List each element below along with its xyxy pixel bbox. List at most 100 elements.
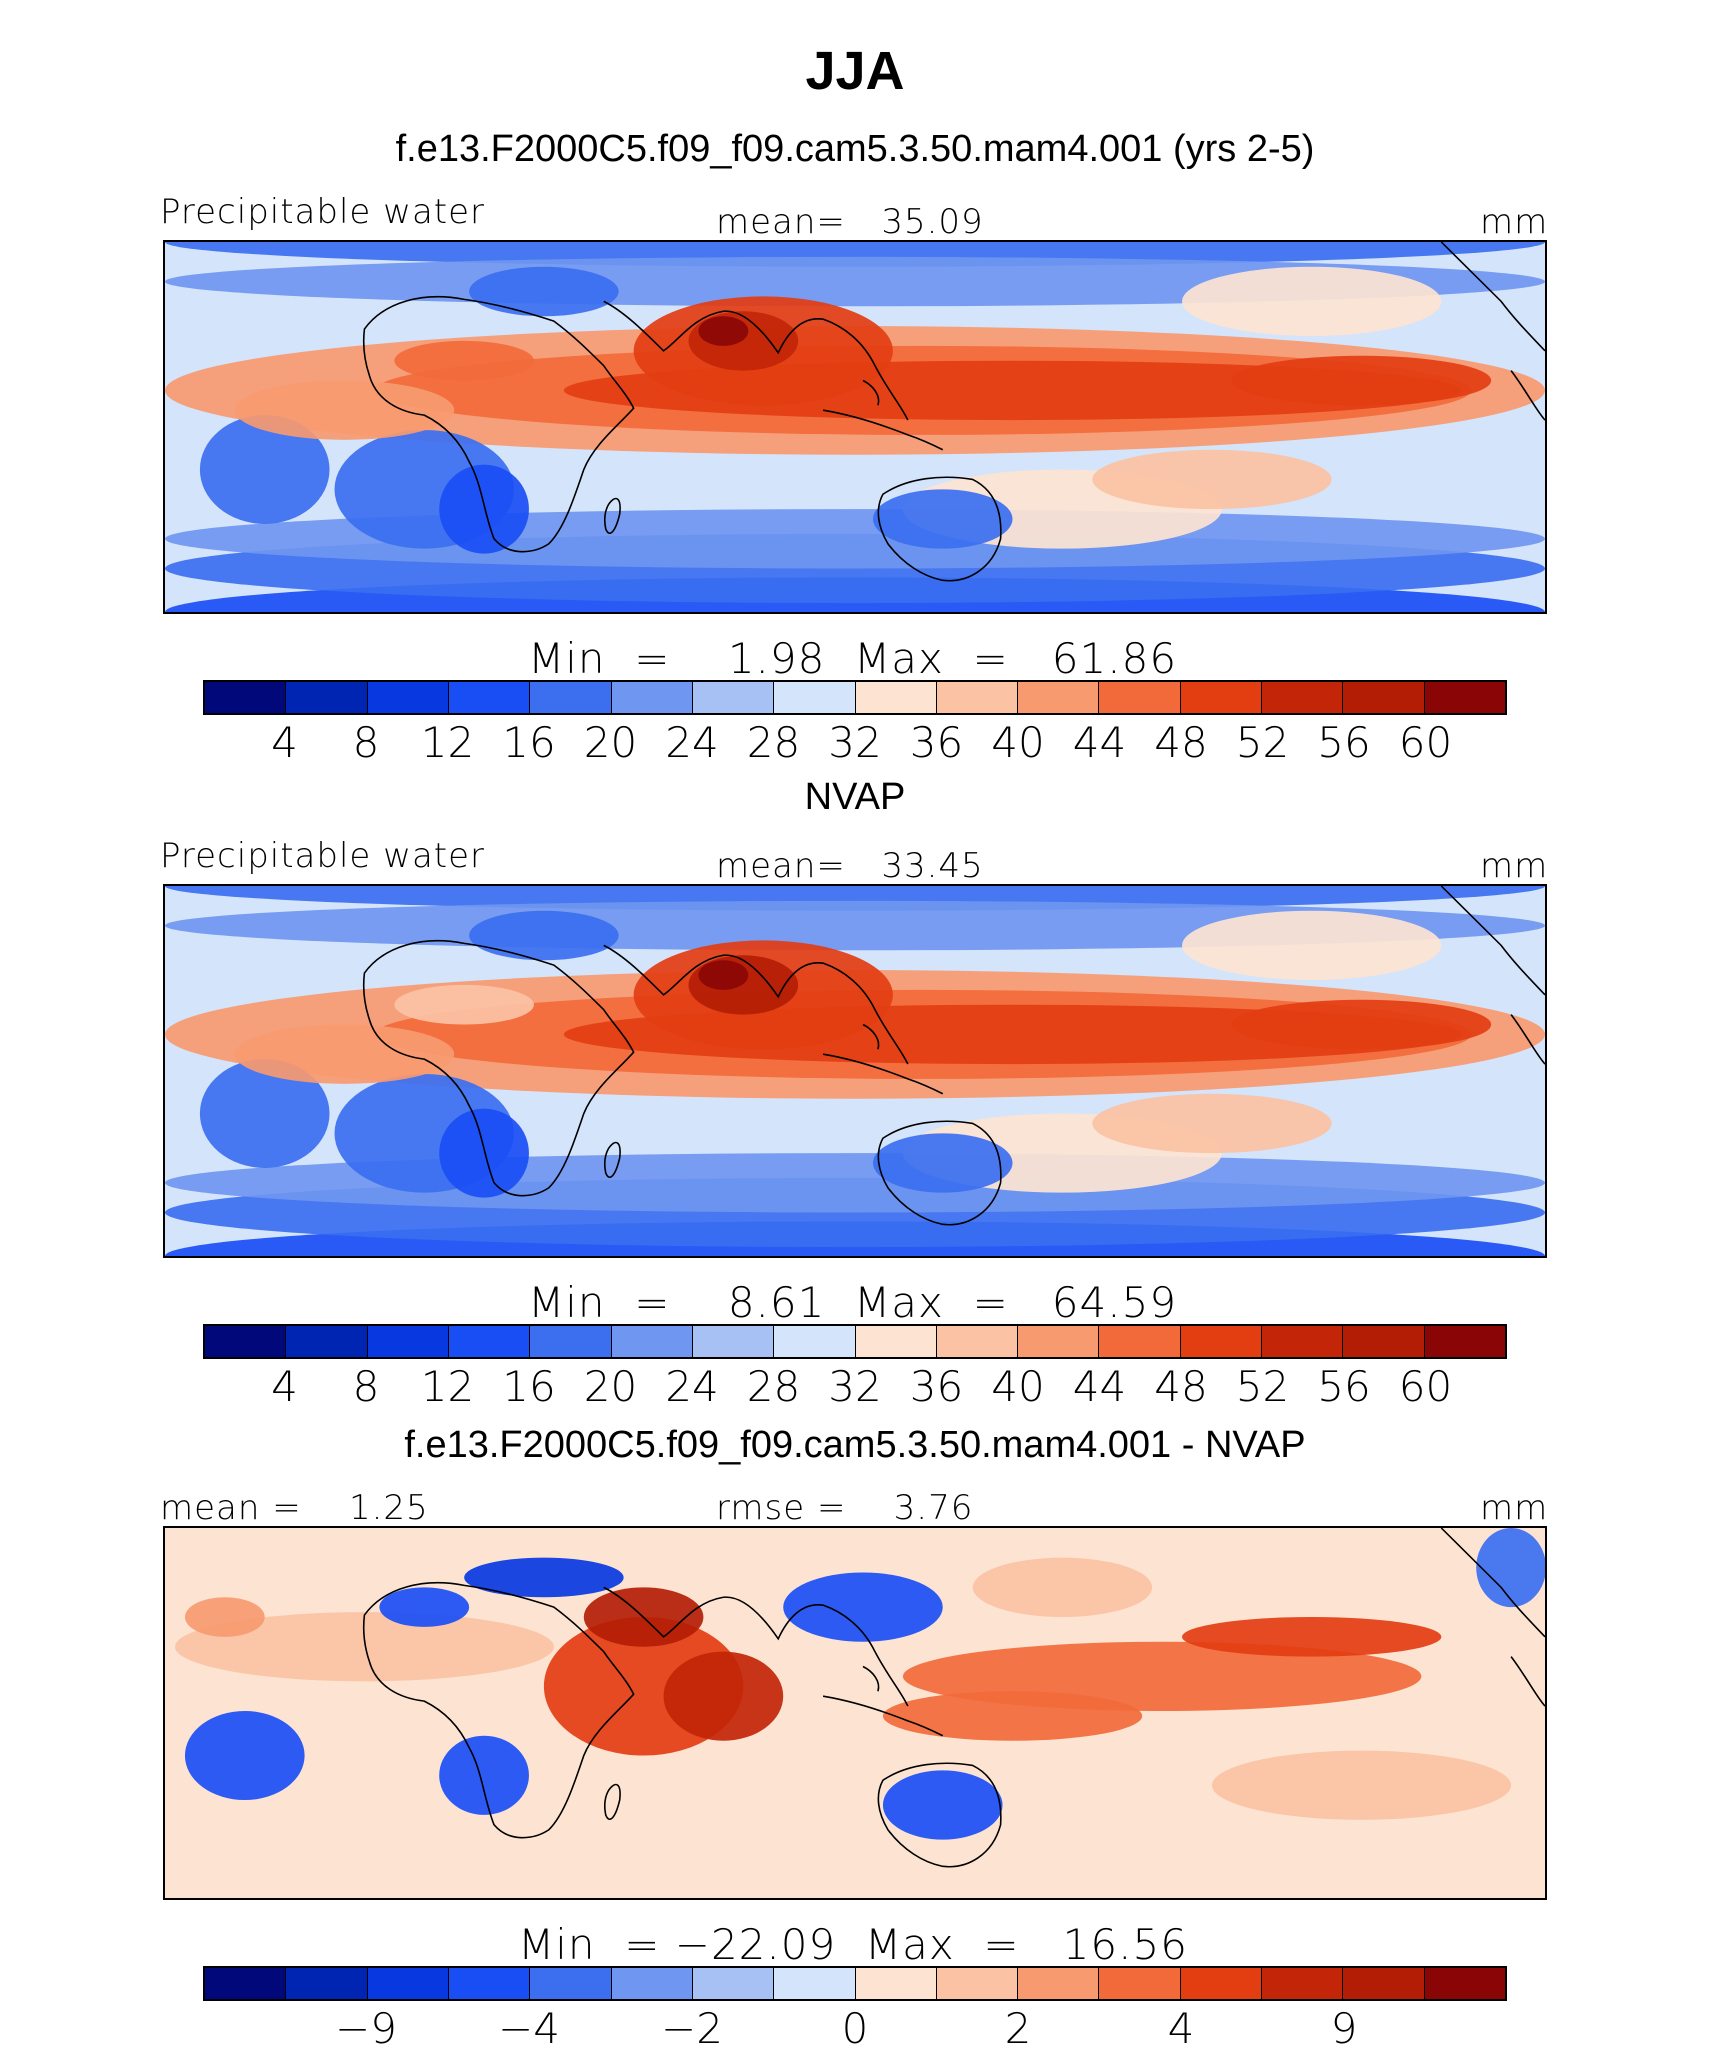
colorbar-swatch bbox=[936, 1326, 1019, 1357]
panel-3-rmse-label: rmse = 3.76 bbox=[716, 1488, 974, 1528]
coastline bbox=[862, 1665, 880, 1692]
contour-patch bbox=[783, 1572, 943, 1642]
colorbar-swatch bbox=[692, 682, 775, 713]
colorbar-tick-label: 8 bbox=[352, 1362, 380, 1411]
contour-patch bbox=[882, 1691, 1143, 1741]
colorbar-swatch bbox=[936, 1968, 1019, 1999]
panel-3-title: f.e13.F2000C5.f09_f09.cam5.3.50.mam4.001… bbox=[404, 1424, 1306, 1466]
colorbar-swatch bbox=[855, 1968, 937, 1999]
colorbar-swatch bbox=[936, 682, 1019, 713]
panel-2-map bbox=[163, 884, 1547, 1258]
colorbar-tick-label: 24 bbox=[665, 718, 719, 767]
panel-1-field bbox=[165, 242, 1545, 612]
colorbar-tick-label: 0 bbox=[841, 2004, 869, 2053]
colorbar-tick-label: −9 bbox=[335, 2004, 397, 2053]
coastline bbox=[877, 1762, 1002, 1868]
coastline bbox=[1510, 1014, 1545, 1065]
panel-1-units: mm bbox=[1480, 202, 1549, 242]
colorbar-swatch bbox=[367, 1968, 449, 1999]
colorbar-swatch bbox=[1018, 1326, 1100, 1357]
panel-3-field bbox=[165, 1528, 1545, 1898]
panel-2-units: mm bbox=[1480, 846, 1549, 886]
colorbar-tick-label: 12 bbox=[420, 718, 475, 767]
colorbar-tick-label: 56 bbox=[1317, 1362, 1371, 1411]
panel-1-colorbar bbox=[203, 680, 1507, 715]
colorbar-swatch bbox=[1099, 1326, 1181, 1357]
contour-patch bbox=[469, 910, 619, 961]
colorbar-tick-label: 24 bbox=[665, 1362, 719, 1411]
coastline bbox=[603, 1783, 621, 1820]
contour-patch bbox=[174, 1612, 554, 1682]
colorbar-tick-label: 9 bbox=[1330, 2004, 1358, 2053]
contour-patch bbox=[234, 380, 455, 440]
contour-patch bbox=[199, 415, 330, 524]
coastline bbox=[603, 497, 621, 534]
coastline bbox=[1440, 242, 1545, 352]
colorbar-swatch bbox=[530, 682, 612, 713]
colorbar-swatch bbox=[1180, 1326, 1263, 1357]
panel-2-left-label: Precipitable water bbox=[160, 836, 486, 876]
contour-patch bbox=[1182, 910, 1442, 980]
colorbar-swatch bbox=[1343, 1968, 1425, 1999]
figure-title: JJA bbox=[805, 41, 905, 101]
colorbar-swatch bbox=[1424, 1326, 1505, 1357]
colorbar-swatch bbox=[286, 1326, 368, 1357]
coastline bbox=[822, 409, 944, 451]
colorbar-swatch bbox=[530, 1326, 612, 1357]
panel-1-mean-label: mean= 35.09 bbox=[716, 202, 984, 242]
contour-patch bbox=[1211, 1750, 1512, 1820]
contour-patch bbox=[663, 1651, 784, 1741]
colorbar-swatch bbox=[774, 682, 856, 713]
colorbar-swatch bbox=[286, 682, 368, 713]
colorbar-tick-label: 28 bbox=[746, 718, 801, 767]
panel-3-units: mm bbox=[1480, 1488, 1549, 1528]
colorbar-tick-label: 36 bbox=[909, 718, 964, 767]
contour-patch bbox=[1092, 1093, 1332, 1154]
colorbar-swatch bbox=[611, 1326, 693, 1357]
colorbar-tick-label: 40 bbox=[991, 718, 1045, 767]
colorbar-swatch bbox=[205, 682, 287, 713]
contour-patch bbox=[1231, 999, 1492, 1050]
colorbar-tick-label: 60 bbox=[1398, 1362, 1453, 1411]
contour-patch bbox=[1092, 449, 1332, 510]
panel-2-minmax: Min = 8.61 Max = 64.59 bbox=[528, 1278, 1178, 1327]
colorbar-tick-label: 20 bbox=[583, 718, 638, 767]
panel-2-colorbar bbox=[203, 1324, 1507, 1359]
colorbar-tick-label: −2 bbox=[661, 2004, 723, 2053]
colorbar-tick-label: 36 bbox=[909, 1362, 964, 1411]
colorbar-swatch bbox=[855, 1326, 937, 1357]
panel-3-colorbar bbox=[203, 1966, 1507, 2001]
panel-1-minmax: Min = 1.98 Max = 61.86 bbox=[528, 634, 1178, 683]
panel-2-title: NVAP bbox=[804, 776, 906, 818]
contour-patch bbox=[872, 489, 1013, 549]
panel-2-mean-label: mean= 33.45 bbox=[716, 846, 984, 886]
colorbar-swatch bbox=[1343, 1326, 1425, 1357]
contour-patch bbox=[394, 340, 534, 381]
coastline bbox=[822, 1695, 944, 1737]
panel-2-field bbox=[165, 886, 1545, 1256]
colorbar-tick-label: −4 bbox=[498, 2004, 560, 2053]
contour-patch bbox=[464, 1557, 624, 1598]
colorbar-tick-label: 8 bbox=[352, 718, 380, 767]
contour-patch bbox=[1182, 266, 1442, 336]
panel-1-title: f.e13.F2000C5.f09_f09.cam5.3.50.mam4.001… bbox=[395, 128, 1315, 170]
colorbar-swatch bbox=[367, 682, 449, 713]
colorbar-swatch bbox=[530, 1968, 612, 1999]
panel-3-minmax: Min = −22.09 Max = 16.56 bbox=[518, 1920, 1188, 1969]
colorbar-tick-label: 44 bbox=[1072, 1362, 1127, 1411]
coastline bbox=[877, 1120, 1002, 1226]
colorbar-swatch bbox=[448, 1968, 531, 1999]
contour-patch bbox=[379, 1587, 470, 1627]
coastline bbox=[603, 300, 909, 421]
panel-3-map bbox=[163, 1526, 1547, 1900]
colorbar-tick-label: 20 bbox=[583, 1362, 638, 1411]
contour-patch bbox=[1476, 1528, 1545, 1608]
coastline bbox=[362, 1582, 635, 1839]
colorbar-swatch bbox=[692, 1326, 775, 1357]
colorbar-swatch bbox=[692, 1968, 775, 1999]
contour-patch bbox=[698, 316, 749, 346]
coastline bbox=[603, 944, 909, 1065]
colorbar-tick-label: 32 bbox=[828, 1362, 882, 1411]
colorbar-tick-label: 4 bbox=[1167, 2004, 1195, 2053]
coastline bbox=[1510, 370, 1545, 421]
